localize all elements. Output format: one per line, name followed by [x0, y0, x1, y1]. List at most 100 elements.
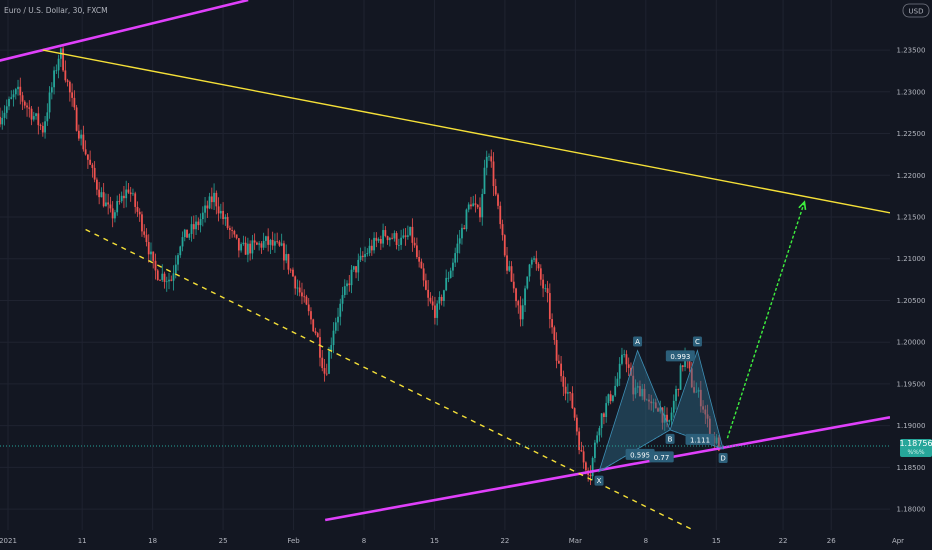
candle-body [427, 289, 430, 298]
candle-body [114, 212, 116, 219]
candle-body [361, 255, 364, 258]
candle-body [623, 354, 626, 356]
candle-body [141, 214, 143, 232]
candle-body [267, 236, 270, 245]
pattern-ratio-box [685, 433, 715, 445]
candle-body [330, 345, 333, 352]
candle-body [535, 258, 538, 264]
candle-body [265, 236, 267, 241]
candle-body [393, 233, 396, 239]
candle-body [143, 231, 146, 235]
candle-body [253, 240, 256, 243]
candle-body [134, 193, 137, 207]
candle-body [580, 450, 583, 452]
candle-body [57, 58, 60, 71]
candle-body [294, 276, 297, 289]
trend-lines [0, 0, 891, 531]
candle-body [262, 240, 265, 248]
candle-body [289, 269, 292, 271]
candle-body [156, 270, 159, 281]
candle-body [179, 246, 182, 256]
candle-body [675, 388, 677, 401]
candle-body [524, 288, 526, 306]
candle-body [219, 210, 222, 214]
candle-body [305, 296, 308, 305]
x-tick-label: 25 [219, 537, 228, 545]
candle-body [48, 92, 51, 113]
pattern-label-c: C [695, 338, 700, 346]
candle-body [670, 412, 673, 421]
candle-body [341, 295, 344, 304]
x-tick-label: 15 [712, 537, 721, 545]
candle-body [521, 305, 524, 320]
candle-body [388, 237, 391, 241]
x-tick-label: 11 [78, 537, 87, 545]
candle-body [564, 386, 567, 394]
candle-body [89, 159, 92, 165]
candle-body [226, 216, 229, 228]
candle-body [539, 268, 542, 280]
candle-body [589, 474, 592, 477]
candle-body [188, 234, 191, 238]
candle-body [645, 399, 648, 401]
candle-body [418, 257, 421, 262]
candle-body [537, 263, 540, 269]
candle-body [488, 156, 490, 158]
candle-body [499, 205, 502, 225]
candle-body [481, 193, 484, 218]
candle-body [343, 286, 346, 296]
last-price-subtext: %%% [907, 449, 924, 456]
candle-body [600, 413, 603, 429]
candle-body [66, 80, 69, 82]
pattern-point-x [594, 475, 604, 486]
candle-body [357, 259, 360, 273]
candle-body [717, 437, 720, 451]
currency-label: USD [909, 7, 924, 15]
candle-body [224, 216, 227, 220]
candle-body [379, 238, 382, 244]
candle-body [255, 242, 258, 245]
pattern-point-a [633, 336, 643, 347]
candle-body [44, 121, 46, 133]
y-tick-label: 1.18000 [897, 506, 926, 514]
candle-body [68, 81, 71, 93]
candle-body [490, 156, 493, 162]
candle-body [447, 277, 450, 279]
currency-button[interactable]: USD [902, 3, 930, 18]
candle-body [339, 303, 342, 317]
candle-body [544, 288, 547, 290]
candle-body [235, 234, 238, 239]
x-axis: 2021 11 18 25 Feb 8 15 22 Mar 8 15 22 26 Apr [0, 537, 904, 545]
candle-body [409, 226, 412, 236]
candle-body [271, 239, 274, 246]
candle-body [199, 219, 202, 226]
candle-body [560, 363, 563, 377]
candle-body [510, 266, 513, 282]
candle-body [438, 296, 441, 304]
candle-body [280, 243, 283, 246]
candle-body [251, 240, 254, 254]
candle-body [129, 192, 132, 195]
candle-body [17, 86, 19, 90]
candle-body [334, 322, 337, 331]
pattern-ratio-box [625, 448, 655, 460]
time-axis-background [0, 530, 890, 550]
candle-body [39, 125, 42, 126]
candle-body [231, 230, 234, 231]
candle-body [258, 243, 261, 245]
pattern-ratio-label: 0.993 [670, 353, 690, 361]
candle-body [413, 242, 416, 246]
candle-body [316, 333, 319, 338]
x-tick-label: Feb [287, 537, 300, 545]
candle-body [370, 245, 373, 251]
x-tick-label: 15 [430, 537, 439, 545]
candle-body [555, 339, 558, 361]
candle-body [530, 259, 533, 265]
candle-body [323, 368, 326, 374]
pattern-ratio-box [649, 451, 674, 463]
candle-body [84, 149, 87, 155]
candle-body [125, 189, 128, 199]
candle-body [100, 192, 103, 198]
candle-body [150, 251, 152, 255]
